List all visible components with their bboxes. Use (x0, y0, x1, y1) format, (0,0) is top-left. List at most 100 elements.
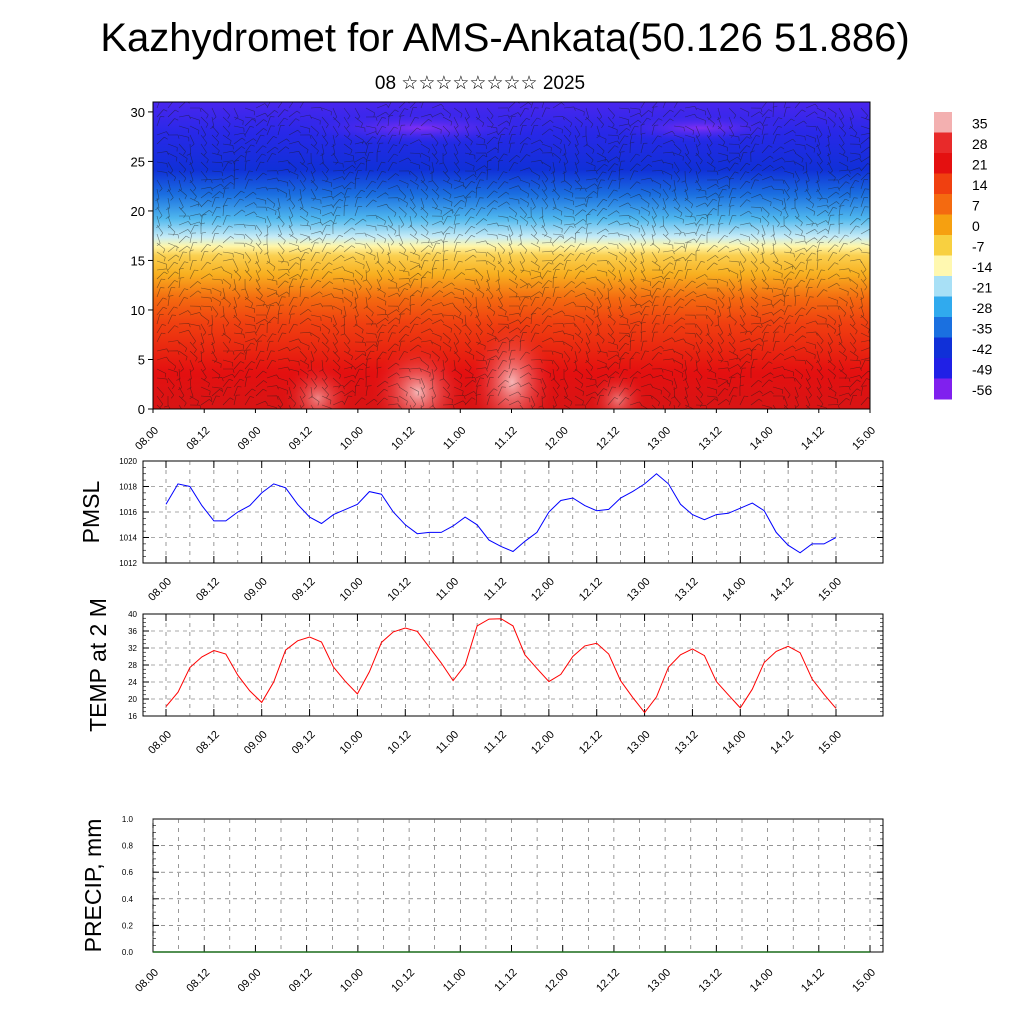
colorbar-swatch (934, 132, 952, 154)
cross-section-panel: 0 5 10 15 20 25 30 08.00 08.12 09.00 09.12 10.00 10… (131, 101, 878, 453)
colorbar-label: 7 (972, 197, 980, 213)
y-axis-label: PMSL (78, 480, 104, 543)
x-tick-label: 13.12 (697, 967, 725, 995)
x-tick-label: 08.12 (184, 425, 212, 453)
x-tick-label: 14.00 (748, 967, 776, 995)
x-tick-label: 11.00 (434, 576, 461, 603)
x-tick-label: 13.00 (645, 425, 673, 453)
x-tick-label: 12.00 (543, 967, 571, 995)
y-tick-label: 20 (131, 204, 145, 219)
colorbar-label: 14 (972, 177, 988, 193)
colorbar-label: -49 (972, 361, 992, 377)
colorbar-label: 28 (972, 136, 988, 152)
temp-panel: 16 20 24 28 32 36 40 08.00 08.12 09.00 09.12 10.00 1… (85, 598, 884, 757)
x-tick-label: 09.00 (236, 425, 264, 453)
x-tick-label: 08.00 (146, 576, 174, 604)
x-tick-label: 13.00 (625, 729, 653, 757)
x-tick-label: 12.00 (529, 729, 557, 757)
x-tick-label: 08.00 (133, 425, 161, 453)
colorbar-swatch (934, 358, 952, 379)
colorbar-label: -35 (972, 320, 992, 336)
y-tick-label: 15 (131, 253, 145, 268)
y-tick-label: 0.0 (122, 948, 134, 957)
y-tick-label: 0.8 (122, 842, 134, 851)
x-tick-label: 13.00 (645, 967, 673, 995)
colorbar-label: -56 (972, 382, 992, 398)
x-tick-label: 14.00 (720, 576, 748, 604)
x-tick-label: 10.12 (385, 576, 413, 604)
y-tick-label: 24 (128, 678, 137, 687)
x-tick-label: 08.12 (184, 967, 212, 995)
x-tick-label: 13.12 (673, 729, 701, 757)
y-tick-label: 0.4 (122, 895, 134, 904)
x-tick-label: 09.12 (287, 425, 315, 453)
x-tick-label: 15.00 (850, 425, 878, 453)
y-tick-label: 32 (128, 644, 137, 653)
y-axis-label: PRECIP, mm (80, 819, 106, 953)
colorbar-swatch (934, 173, 952, 195)
x-tick-label: 11.12 (482, 729, 509, 756)
x-tick-label: 09.00 (242, 729, 270, 757)
series-line (165, 473, 837, 554)
chart-subtitle: 08 ☆☆☆☆☆☆☆☆ 2025 (374, 73, 586, 94)
colorbar-swatch (934, 112, 952, 133)
colorbar-swatch (934, 378, 952, 400)
x-tick-label: 08.12 (194, 729, 222, 757)
y-tick-label: 0.6 (122, 868, 134, 877)
y-tick-label: 20 (128, 695, 137, 704)
x-tick-label: 14.12 (768, 576, 796, 604)
x-tick-label: 15.00 (850, 967, 878, 995)
chart-title: Kazhydromet for AMS-Ankata(50.126 51.886… (100, 16, 910, 60)
colorbar-label: 35 (972, 115, 988, 131)
x-tick-label: 13.00 (625, 576, 653, 604)
y-tick-label: 16 (128, 712, 137, 721)
x-tick-label: 11.12 (492, 967, 519, 994)
x-tick-label: 14.00 (720, 729, 748, 757)
x-tick-label: 09.00 (236, 967, 264, 995)
colorbar-swatch (934, 235, 952, 256)
x-tick-label: 11.12 (482, 576, 509, 603)
y-tick-label: 30 (131, 105, 145, 120)
x-tick-label: 14.00 (748, 425, 776, 453)
x-tick-label: 14.12 (768, 729, 796, 757)
y-tick-label: 36 (128, 627, 137, 636)
cross-section-x-axis: 08.00 08.12 09.00 09.12 10.00 10.12 11.00 11.12… (133, 409, 878, 453)
y-tick-label: 10 (131, 303, 145, 318)
y-tick-label: 0.2 (122, 921, 134, 930)
x-tick-label: 15.00 (816, 576, 844, 604)
x-tick-label: 14.12 (799, 425, 827, 453)
colorbar: 35 28 21 14 7 0 -7 -14 -21 -28 -35 -42 -49 -56 (934, 112, 992, 400)
colorbar-swatch (934, 337, 952, 359)
cross-section-y-axis: 0 5 10 15 20 25 30 (131, 105, 153, 417)
x-tick-label: 10.00 (338, 729, 366, 757)
plot-frame (152, 818, 884, 953)
x-tick-label: 08.00 (146, 729, 174, 757)
x-tick-label: 14.12 (799, 967, 827, 995)
x-tick-label: 12.12 (594, 425, 622, 453)
x-tick-label: 10.12 (389, 967, 417, 995)
x-tick-label: 10.12 (389, 425, 417, 453)
y-tick-label: 1018 (119, 483, 137, 492)
x-tick-label: 13.12 (697, 425, 725, 453)
wind-barbs (155, 102, 870, 409)
x-tick-label: 09.12 (290, 576, 318, 604)
x-tick-label: 12.12 (594, 967, 622, 995)
y-tick-label: 0 (138, 402, 145, 417)
y-tick-label: 1012 (119, 559, 137, 568)
x-tick-label: 08.00 (133, 967, 161, 995)
y-tick-label: 1014 (119, 534, 137, 543)
colorbar-swatch (934, 296, 952, 318)
x-tick-label: 12.12 (577, 729, 605, 757)
colorbar-swatch (934, 276, 952, 297)
x-tick-label: 10.00 (338, 967, 366, 995)
x-tick-label: 10.00 (338, 425, 366, 453)
y-tick-label: 5 (138, 352, 145, 367)
x-tick-label: 13.12 (673, 576, 701, 604)
colorbar-label: -21 (972, 279, 992, 295)
y-tick-label: 1016 (119, 508, 137, 517)
colorbar-swatch (934, 214, 952, 236)
x-tick-label: 11.00 (441, 425, 468, 452)
x-tick-label: 11.12 (492, 425, 519, 452)
series-line (165, 618, 837, 714)
